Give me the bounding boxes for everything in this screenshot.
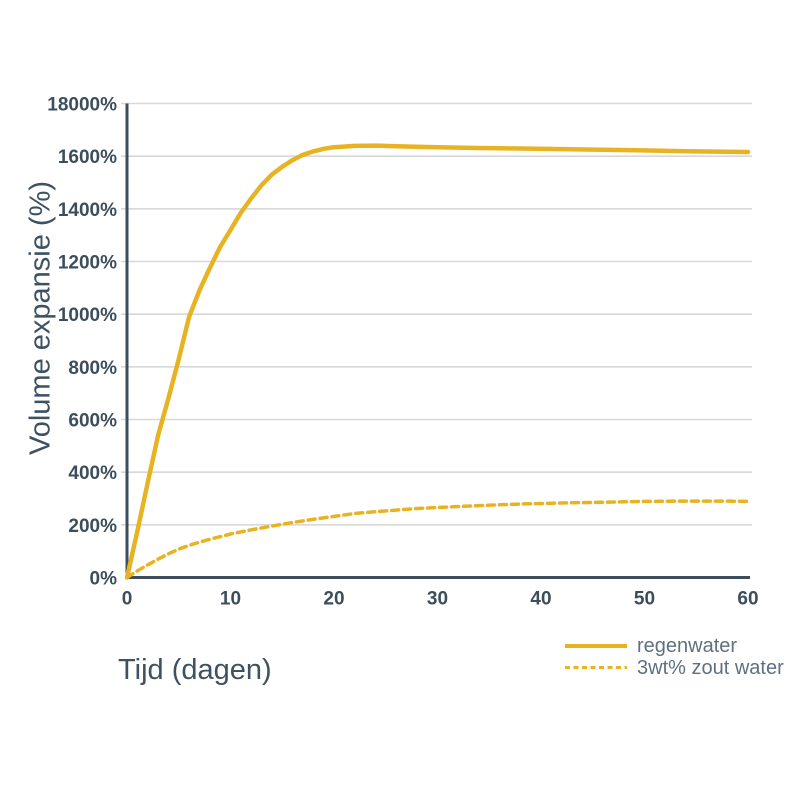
y-tick-label: 1400% (58, 200, 117, 221)
x-tick-label: 0 (122, 589, 133, 610)
y-tick-label: 1600% (58, 147, 117, 168)
legend-line-dashed-icon (565, 665, 627, 670)
legend-label-regenwater: regenwater (637, 634, 738, 657)
x-tick-label: 60 (737, 589, 758, 610)
legend-label-zout-water: 3wt% zout water (637, 656, 784, 679)
y-tick-label: 18000% (47, 95, 117, 116)
legend-item-zout-water: 3wt% zout water (565, 656, 784, 679)
x-tick-label: 50 (634, 589, 655, 610)
y-tick-label: 0% (90, 569, 118, 590)
y-axis-title: Volume expansie (%) (24, 180, 57, 456)
y-tick-label: 1200% (58, 253, 117, 274)
series-line-dashed (125, 499, 750, 580)
legend-item-regenwater: regenwater (565, 634, 784, 657)
y-tick-label: 1000% (58, 305, 117, 326)
y-tick-label: 800% (68, 358, 117, 379)
legend-line-solid-icon (565, 643, 627, 648)
x-tick-label: 40 (530, 589, 551, 610)
legend: regenwater 3wt% zout water (565, 634, 784, 679)
x-tick-label: 20 (323, 589, 344, 610)
x-axis-title: Tijd (dagen) (118, 654, 272, 686)
y-tick-label: 600% (68, 411, 117, 432)
x-tick-label: 10 (220, 589, 241, 610)
x-tick-label: 30 (427, 589, 448, 610)
y-tick-label: 400% (68, 463, 117, 484)
series-line-solid (124, 143, 751, 580)
y-tick-label: 200% (68, 516, 117, 537)
